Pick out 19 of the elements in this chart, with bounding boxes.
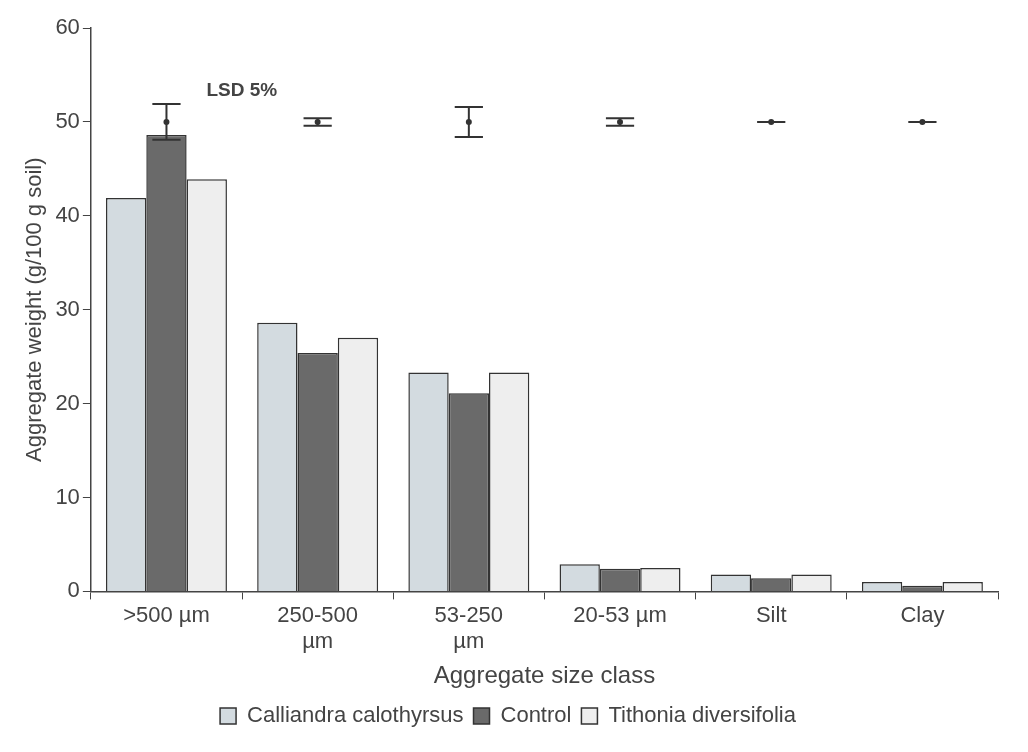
- annotation: LSD 5%: [206, 78, 278, 100]
- y-tick-label: 20: [55, 389, 80, 415]
- legend-label: Calliandra calothyrsus: [247, 702, 464, 728]
- y-tick-label: 60: [55, 14, 80, 40]
- y-tick-label: 10: [55, 483, 80, 509]
- y-tick-label: 0: [67, 577, 80, 603]
- y-axis-title: Aggregate weight (g/100 g soil): [21, 157, 47, 462]
- y-tick-label: 50: [55, 107, 80, 133]
- y-tick-label: 40: [55, 201, 80, 227]
- x-tick-label: 250-500 µm: [277, 601, 359, 654]
- legend-label: Control: [500, 702, 572, 728]
- x-tick-label: >500 µm: [123, 601, 210, 627]
- x-tick-label: 53-250 µm: [434, 601, 504, 654]
- x-tick-label: Silt: [755, 601, 787, 627]
- x-axis-title: Aggregate size class: [433, 661, 656, 689]
- y-tick-label: 30: [55, 295, 80, 321]
- x-tick-label: 20-53 µm: [573, 601, 667, 627]
- x-tick-label: Clay: [900, 601, 945, 627]
- legend-label: Tithonia diversifolia: [608, 702, 797, 728]
